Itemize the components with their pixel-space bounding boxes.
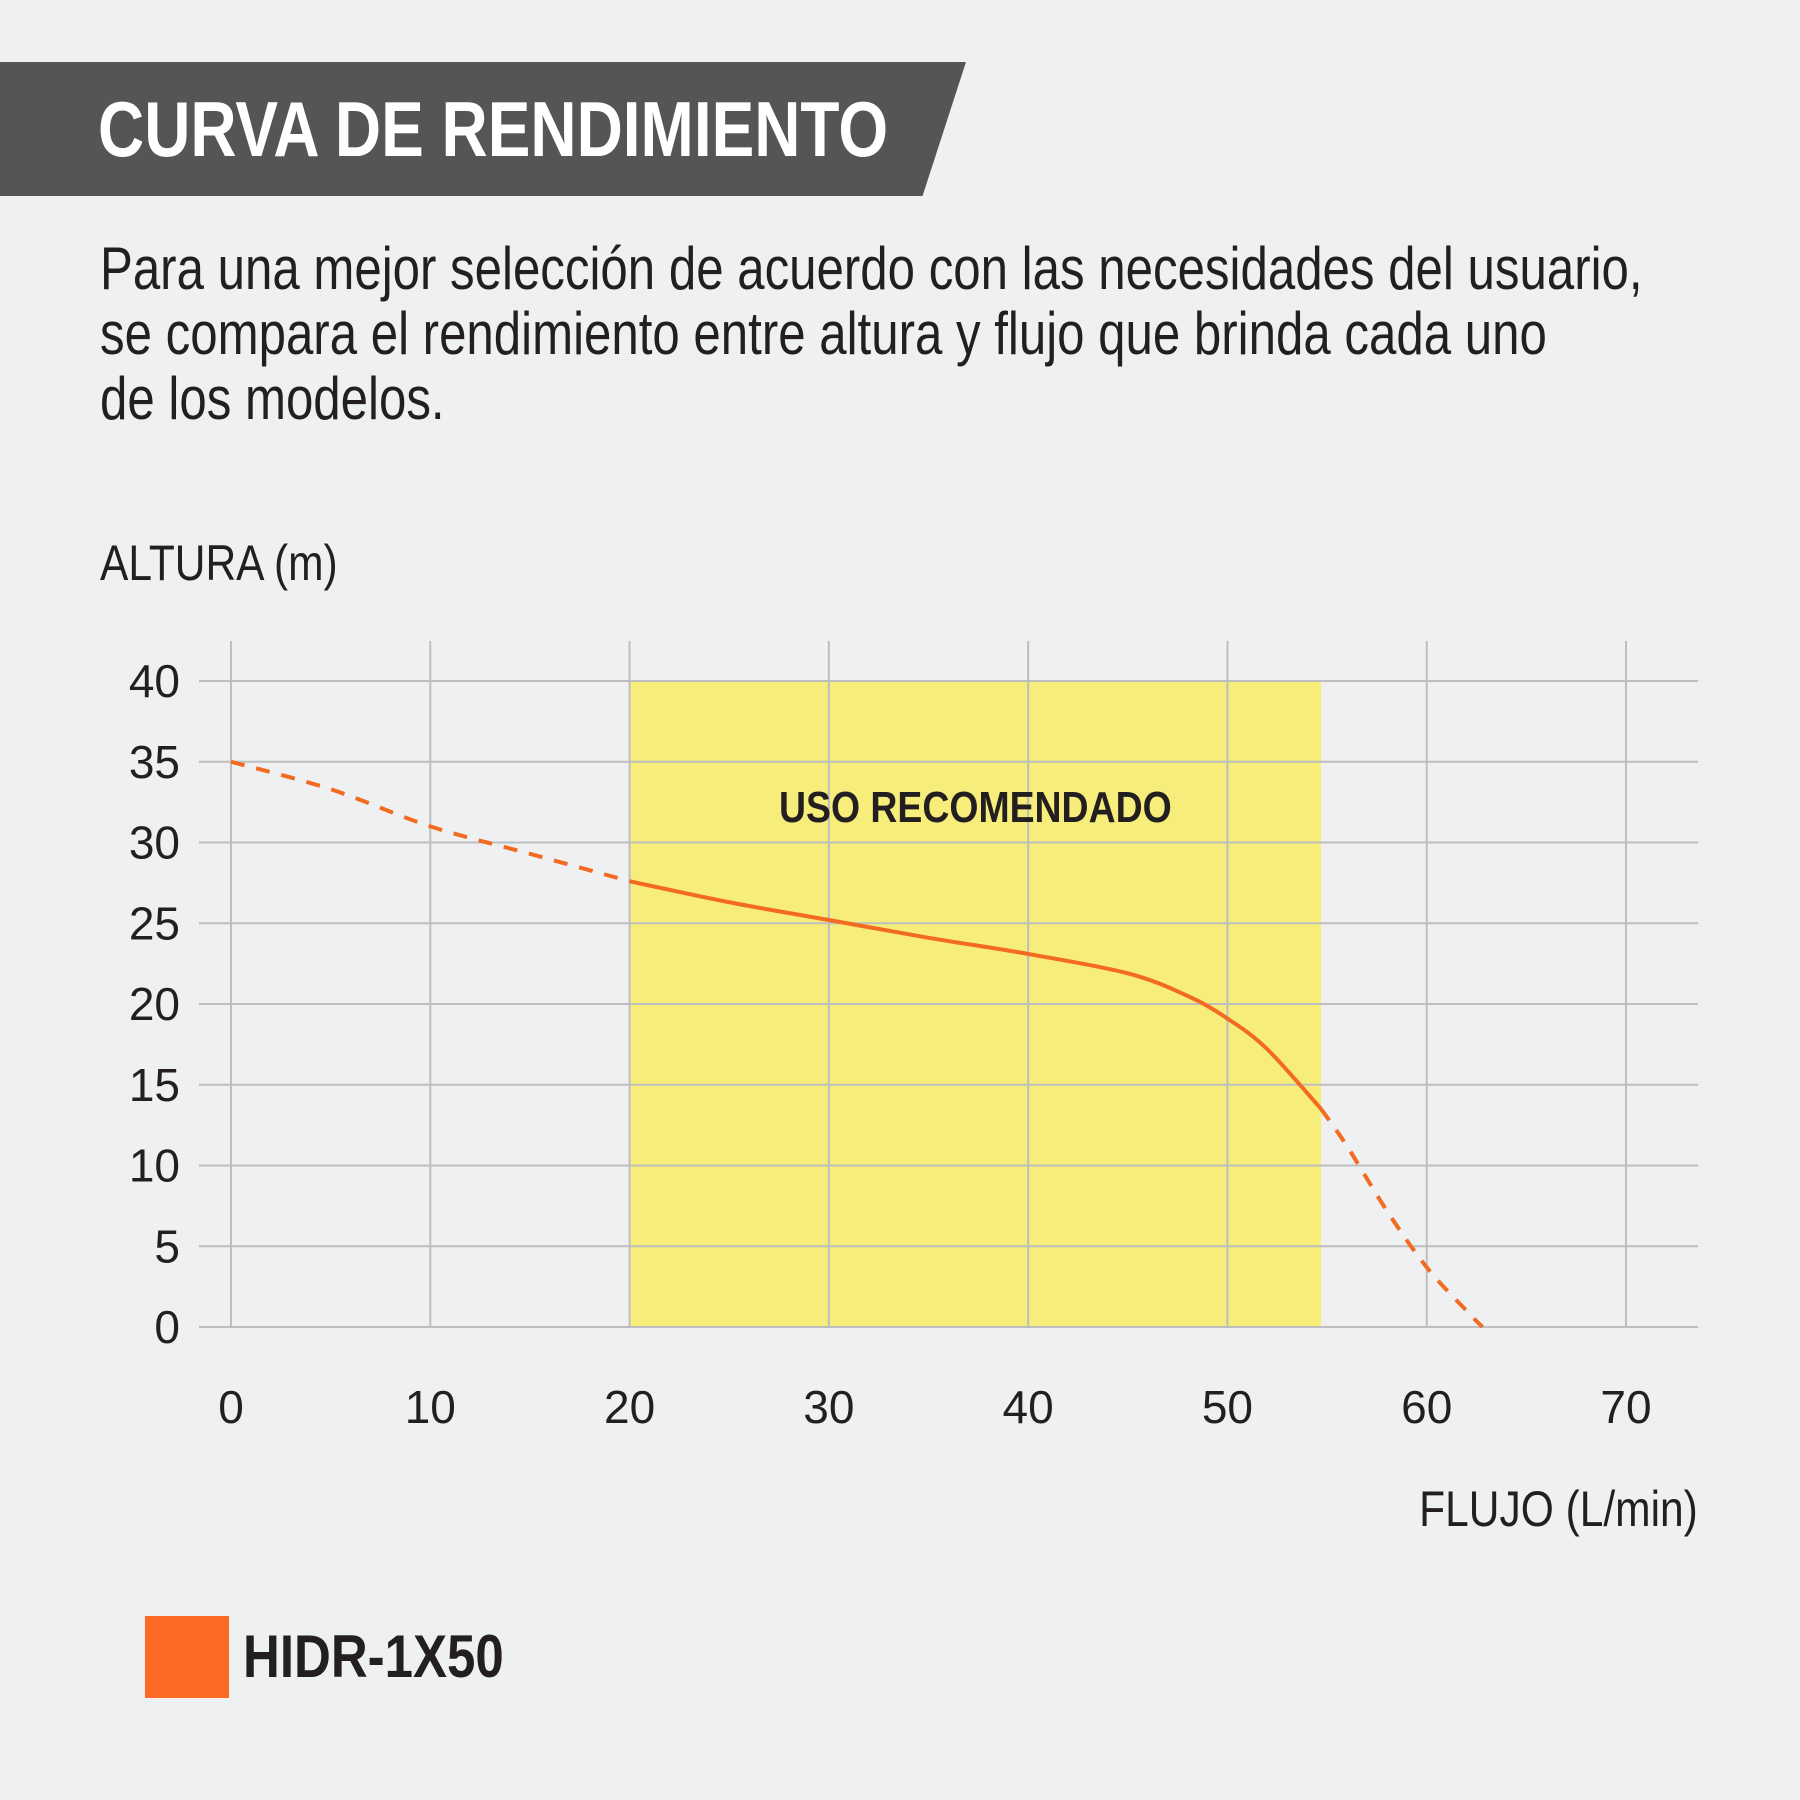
page-title: CURVA DE RENDIMIENTO — [98, 85, 889, 173]
y-tick-label: 40 — [129, 655, 180, 707]
y-tick-label: 30 — [129, 817, 180, 869]
x-tick-label: 0 — [218, 1381, 244, 1433]
series-line-dashed — [1319, 1107, 1484, 1329]
x-tick-label: 10 — [405, 1381, 456, 1433]
x-axis-title: FLUJO (L/min) — [1419, 1481, 1698, 1537]
series-line-solid — [629, 879, 1323, 1111]
x-tick-label: 50 — [1202, 1381, 1253, 1433]
x-tick-label: 70 — [1600, 1381, 1651, 1433]
grid-lines — [199, 641, 1698, 1328]
title-banner: CURVA DE RENDIMIENTO — [0, 62, 966, 196]
x-tick-label: 30 — [803, 1381, 854, 1433]
x-tick-label: 20 — [604, 1381, 655, 1433]
y-axis-title: ALTURA (m) — [100, 535, 338, 591]
y-tick-label: 15 — [129, 1059, 180, 1111]
x-tick-label: 60 — [1401, 1381, 1452, 1433]
description-line: se compara el rendimiento entre altura y… — [100, 300, 1547, 367]
y-tick-label: 20 — [129, 978, 180, 1030]
description-line: Para una mejor selección de acuerdo con … — [100, 235, 1643, 302]
recommended-region-label: USO RECOMENDADO — [779, 782, 1172, 832]
legend-swatch — [145, 1616, 229, 1698]
y-tick-label: 0 — [154, 1301, 180, 1353]
y-tick-label: 35 — [129, 736, 180, 788]
x-tick-label: 40 — [1003, 1381, 1054, 1433]
description: Para una mejor selección de acuerdo con … — [100, 235, 1643, 432]
region-labels: USO RECOMENDADO — [779, 782, 1172, 832]
y-tick-label: 5 — [154, 1220, 180, 1272]
y-tick-label: 25 — [129, 897, 180, 949]
tick-labels: 0 5 10 15 20 25 30 35 40 0 10 20 30 40 50 60 70 — [129, 655, 1652, 1433]
legend-label: HIDR-1X50 — [243, 1623, 504, 1690]
series-lines — [230, 759, 1484, 1329]
series-line-dashed — [230, 759, 631, 884]
y-tick-label: 10 — [129, 1140, 180, 1192]
description-line: de los modelos. — [100, 365, 445, 432]
